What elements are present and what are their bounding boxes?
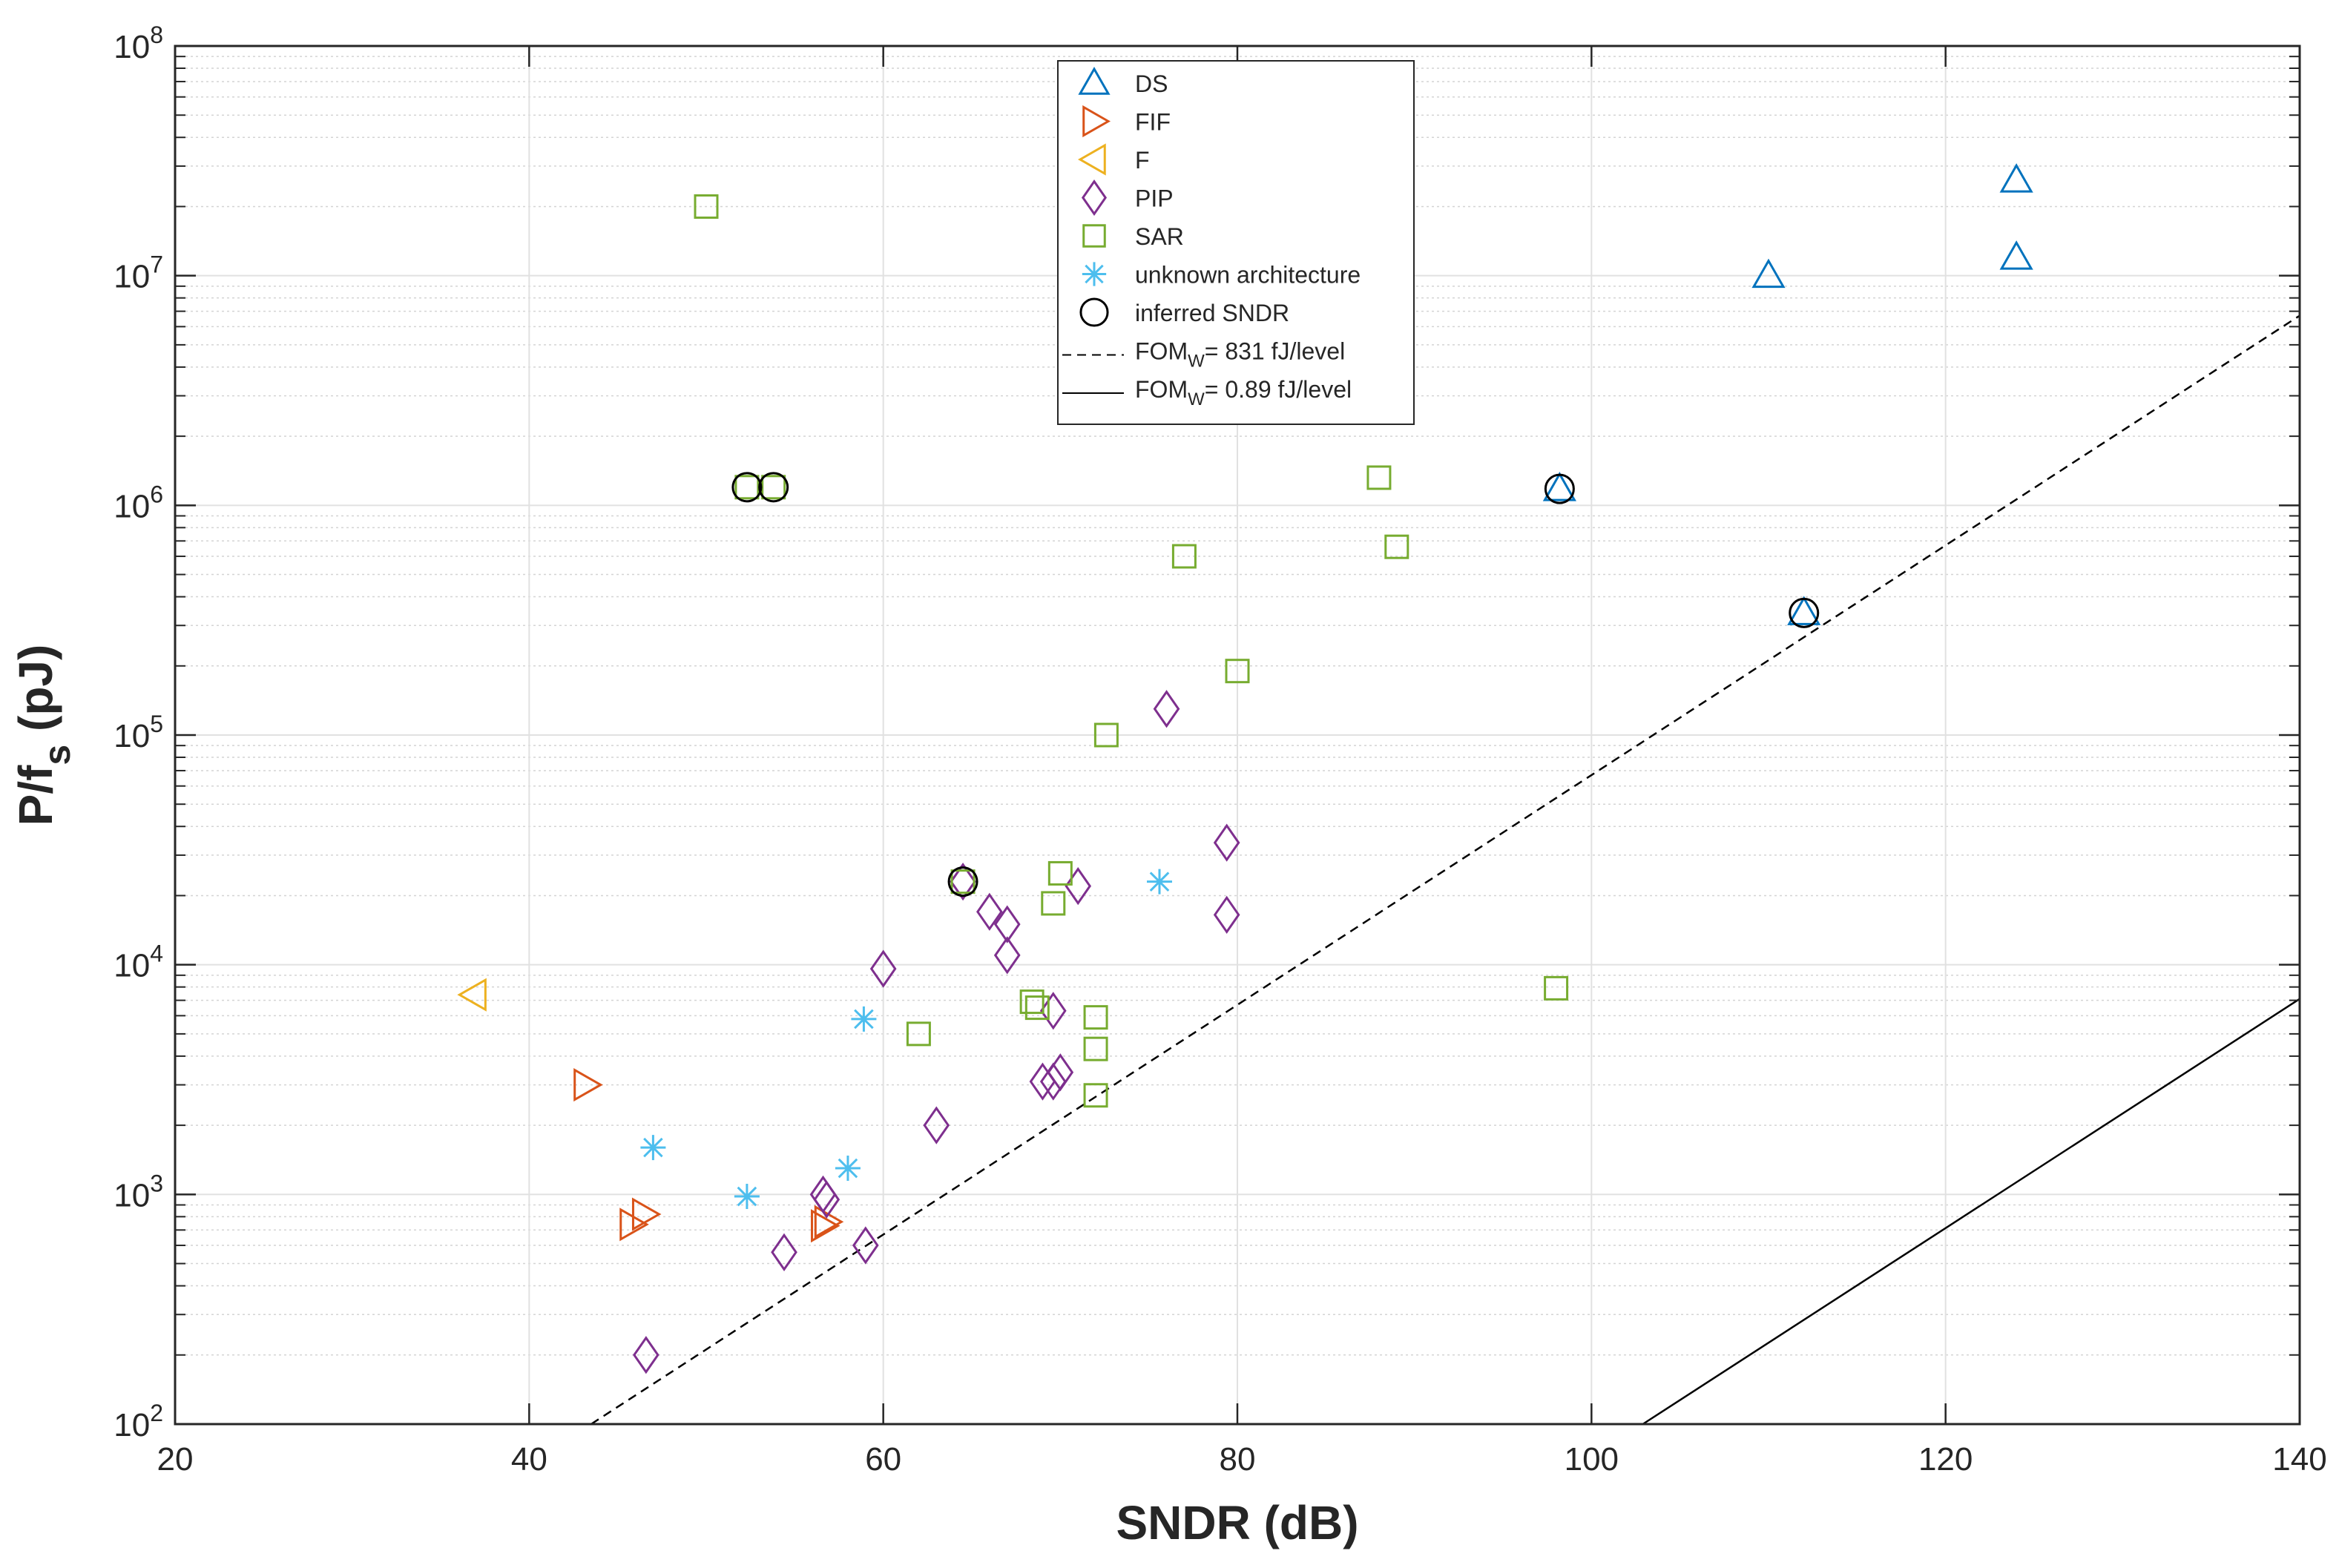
y-tick-labels: 102 103 104 105 106 107 108: [114, 22, 163, 1443]
marker-sar: [1083, 1083, 1108, 1108]
marker-unknown-architecture: [851, 1006, 877, 1032]
axis-ticks: [174, 45, 2301, 1426]
legend-marker: [1081, 179, 1108, 216]
legend-marker: [1077, 143, 1106, 176]
data-markers: [457, 163, 2033, 1374]
legend-label: SAR: [1135, 223, 1184, 250]
marker-sar: [761, 475, 786, 500]
x-tick-label: 100: [1565, 1441, 1619, 1478]
marker-sar: [694, 194, 719, 219]
legend-label: DS: [1135, 70, 1168, 97]
marker-pip: [1153, 690, 1180, 728]
marker-ds: [1787, 596, 1821, 625]
marker-unknown-architecture: [835, 1156, 861, 1182]
legend: DS FIF F PIP SAR unknown architecture inferred…: [1057, 60, 1415, 425]
marker-inferred-sndr: [947, 866, 978, 897]
marker-sar: [1225, 659, 1250, 684]
marker-pip: [976, 892, 1003, 931]
marker-ds: [1999, 240, 2033, 270]
legend-marker: [1082, 224, 1106, 248]
y-tick-label: 106: [114, 481, 163, 524]
y-tick-label: 103: [114, 1170, 163, 1213]
marker-sar: [1171, 544, 1197, 569]
marker-pip: [1213, 823, 1240, 862]
marker-pip: [1065, 867, 1092, 906]
y-axis-title-unit: (pJ): [9, 645, 62, 745]
x-axis-title: SNDR (dB): [1116, 1496, 1358, 1549]
x-tick-label: 60: [865, 1441, 901, 1478]
marker-sar: [1041, 891, 1066, 916]
fom-line-831: [590, 314, 2300, 1426]
marker-inferred-sndr: [731, 472, 763, 503]
marker-sar: [1083, 1036, 1108, 1061]
marker-sar: [1047, 860, 1073, 886]
x-tick-labels: 20 40 60 80 100 120 140: [157, 1441, 2327, 1478]
legend-label: FOMW= 831 fJ/level: [1135, 338, 1345, 372]
marker-sar: [1093, 722, 1119, 748]
x-tick-label: 40: [511, 1441, 547, 1478]
marker-ds: [1542, 472, 1576, 501]
marker-fif: [619, 1208, 649, 1242]
marker-unknown-architecture: [1146, 869, 1172, 895]
x-tick-label: 120: [1918, 1441, 1973, 1478]
legend-label: PIP: [1135, 185, 1174, 212]
x-tick-label: 20: [157, 1441, 194, 1478]
marker-ds: [1751, 258, 1786, 289]
marker-pip: [1213, 895, 1240, 934]
marker-sar: [1083, 1005, 1108, 1030]
marker-pip: [1039, 992, 1067, 1030]
y-tick-label: 107: [114, 251, 163, 295]
y-axis-title-main: P/f: [9, 765, 62, 826]
marker-unknown-architecture: [734, 1184, 760, 1210]
marker-sar: [1366, 465, 1392, 490]
fom-line-089: [1642, 998, 2300, 1426]
marker-pip: [633, 1336, 659, 1374]
marker-sar: [906, 1021, 931, 1047]
legend-marker: [1078, 66, 1111, 95]
marker-sar: [950, 869, 976, 895]
y-tick-label: 102: [114, 1400, 163, 1443]
marker-pip: [852, 1226, 879, 1265]
marker-pip: [771, 1233, 797, 1271]
legend-marker: [1082, 105, 1111, 138]
marker-fif: [631, 1197, 662, 1231]
marker-sar: [734, 475, 760, 500]
y-tick-label: 105: [114, 711, 163, 754]
marker-pip: [813, 1180, 840, 1219]
marker-pip: [923, 1106, 950, 1144]
marker-inferred-sndr: [1789, 597, 1820, 628]
x-tick-label: 140: [2272, 1441, 2326, 1478]
marker-fif: [573, 1068, 603, 1102]
marker-sar: [1544, 975, 1569, 1001]
marker-sar: [1024, 995, 1050, 1021]
legend-marker: [1079, 297, 1109, 327]
y-tick-label: 108: [114, 22, 163, 65]
y-axis-title-subscript: s: [36, 745, 78, 765]
marker-pip: [993, 905, 1021, 943]
legend-marker: [1082, 262, 1107, 286]
marker-f: [457, 978, 487, 1012]
marker-pip: [869, 949, 897, 988]
marker-unknown-architecture: [640, 1135, 666, 1161]
marker-sar: [1384, 534, 1409, 559]
marker-sar: [1019, 989, 1045, 1015]
legend-label: unknown architecture: [1135, 262, 1361, 289]
marker-pip: [1039, 1062, 1067, 1101]
y-tick-label: 104: [114, 941, 163, 984]
marker-inferred-sndr: [758, 472, 789, 503]
legend-label: inferred SNDR: [1135, 300, 1289, 326]
marker-fif: [811, 1209, 840, 1243]
legend-box: [1057, 60, 1415, 425]
marker-ds: [1999, 163, 2033, 193]
legend-label: F: [1135, 147, 1150, 174]
marker-pip: [950, 863, 976, 901]
marker-inferred-sndr: [1544, 473, 1575, 504]
y-axis-title: P/fs (pJ): [9, 645, 78, 826]
legend-label: FIF: [1135, 109, 1171, 136]
legend-label: FOMW= 0.89 fJ/level: [1135, 376, 1352, 409]
x-tick-label: 80: [1220, 1441, 1256, 1478]
fom-reference-lines: [590, 314, 2300, 1426]
marker-pip: [993, 936, 1021, 975]
